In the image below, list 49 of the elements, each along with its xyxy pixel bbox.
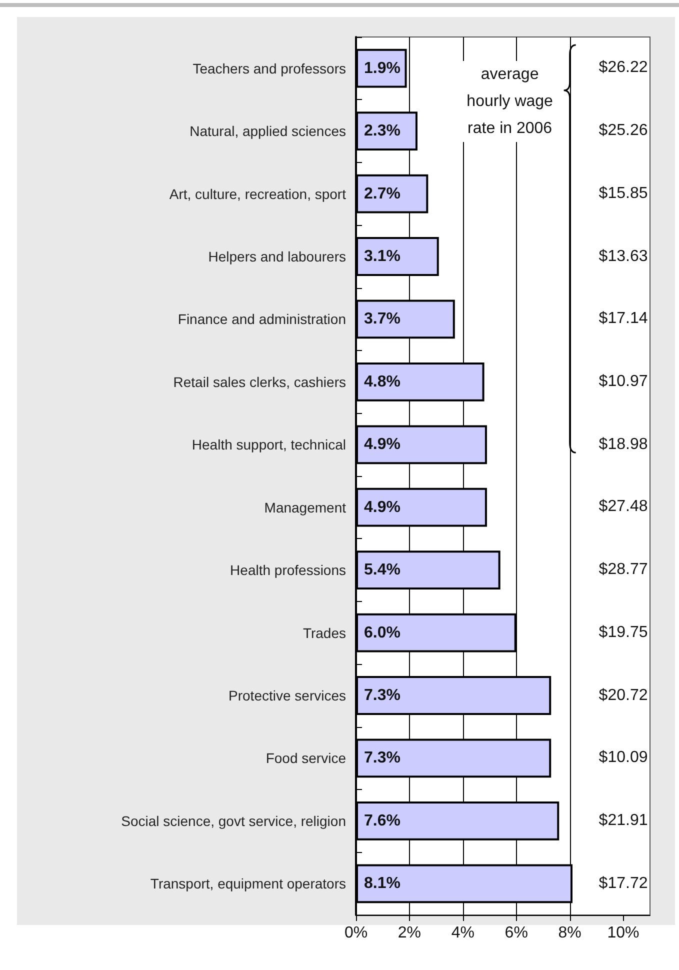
annotation: $21.91 [598, 810, 649, 832]
x-tick-label: 2% [398, 924, 422, 942]
data-label: 7.3% [364, 750, 400, 767]
x-tick-label: 4% [451, 924, 474, 942]
annotation: $17.14 [598, 308, 649, 330]
y-tick-label: Health professions [230, 562, 346, 578]
data-label: 5.4% [364, 562, 400, 579]
data-label: 4.9% [364, 436, 400, 454]
data-label: 3.7% [364, 310, 400, 328]
x-tick-label: 8% [558, 924, 582, 942]
annotation: $15.85 [598, 182, 649, 205]
annotation: $10.09 [598, 747, 649, 770]
data-label: 3.1% [364, 248, 400, 265]
y-tick-label: Health support, technical [192, 436, 346, 453]
y-tick-label: Social science, govt service, religion [121, 812, 346, 829]
y-tick-label: Natural, applied sciences [190, 123, 346, 140]
y-tick-label: Art, culture, recreation, sport [169, 186, 346, 202]
y-tick-label: Teachers and professors [192, 60, 346, 76]
data-label: 6.0% [364, 624, 400, 642]
y-tick-label: Finance and administration [178, 311, 346, 328]
annotation: $17.72 [598, 872, 649, 895]
annotation: $13.63 [598, 246, 649, 268]
annotation: $20.72 [598, 684, 649, 706]
data-label: 1.9% [364, 60, 400, 77]
annotation: $19.75 [598, 622, 649, 644]
y-tick-label: Food service [266, 750, 346, 766]
x-tick-label: 10% [607, 924, 640, 942]
annotation: $10.97 [598, 370, 649, 393]
annotation: $26.22 [598, 57, 649, 80]
data-label: 7.3% [364, 687, 400, 704]
x-tick-label: 6% [504, 924, 528, 942]
annotation: $25.26 [598, 120, 649, 142]
data-label: 4.8% [364, 373, 400, 390]
y-tick-label: Helpers and labourers [208, 248, 346, 264]
annotation: $27.48 [598, 496, 649, 518]
data-label: 7.6% [364, 812, 400, 830]
data-label: 8.1% [364, 875, 400, 892]
y-tick-label: Management [264, 499, 346, 516]
y-tick-label: Trades [302, 624, 346, 641]
data-label: 2.7% [364, 185, 400, 202]
y-tick-label: Transport, equipment operators [150, 876, 346, 892]
y-tick-label: Protective services [228, 688, 346, 704]
data-label: 4.9% [364, 498, 400, 516]
x-tick-label: 0% [344, 924, 368, 942]
annotation: $28.77 [598, 559, 649, 582]
annotation: $18.98 [598, 434, 649, 456]
data-label: 2.3% [364, 122, 400, 140]
annotation: average hourly wage rate in 2006 [458, 61, 562, 142]
y-tick-label: Retail sales clerks, cashiers [173, 374, 346, 390]
